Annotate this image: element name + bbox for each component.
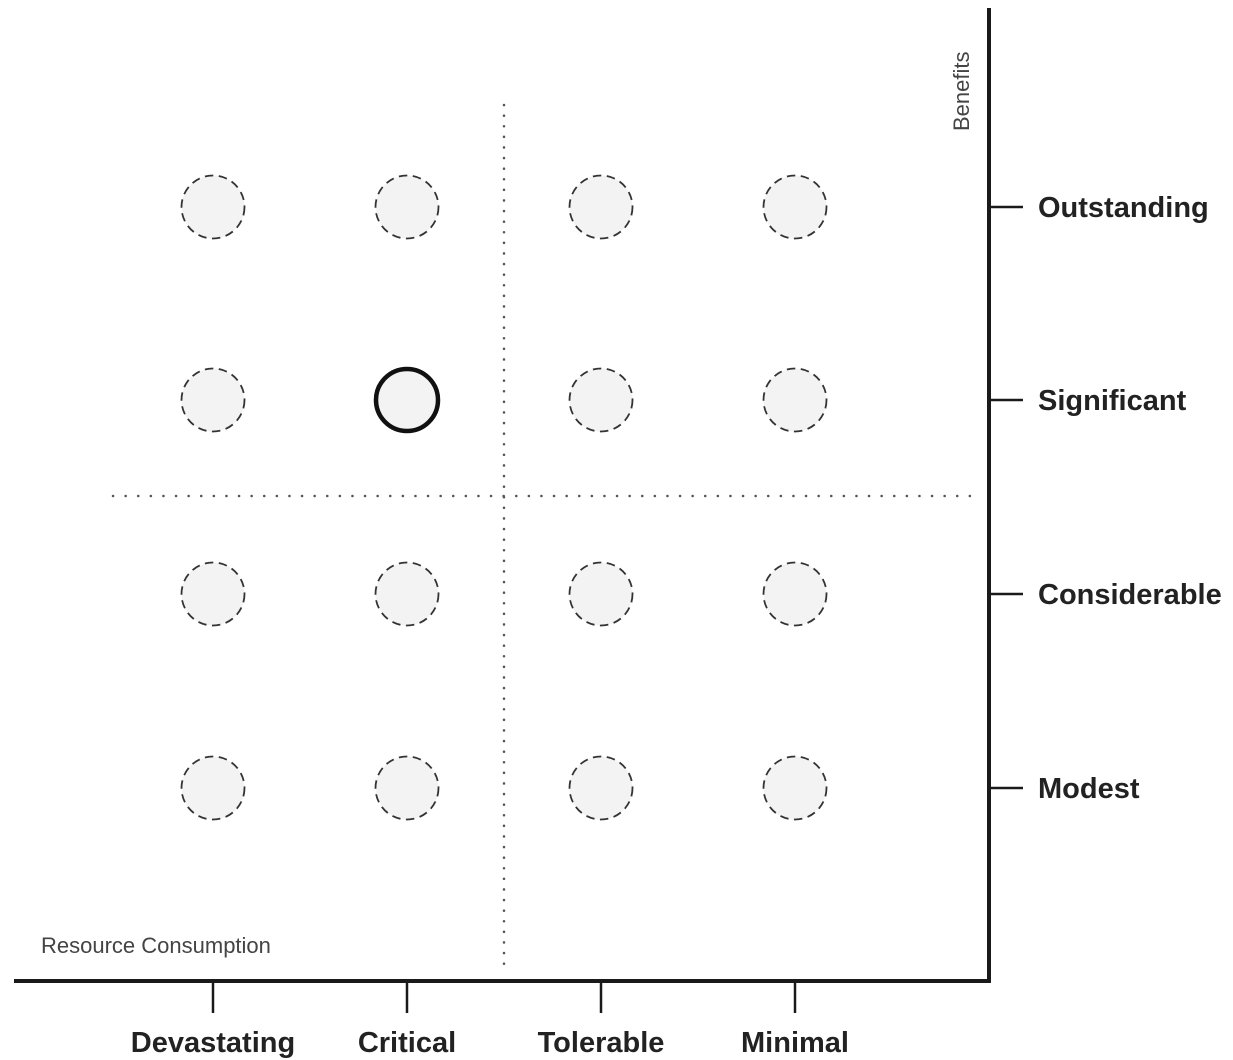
- x-tick-label-critical: Critical: [358, 1027, 456, 1059]
- point-tolerable-outstanding[interactable]: [568, 174, 634, 240]
- y-ticks-layer: Outstanding Significant Considerable Modest: [989, 192, 1222, 805]
- y-tick-label-considerable: Considerable: [1038, 579, 1222, 611]
- y-tick-label-outstanding: Outstanding: [1038, 192, 1209, 224]
- point-critical-outstanding[interactable]: [374, 174, 440, 240]
- point-tolerable-modest[interactable]: [568, 755, 634, 821]
- point-devastating-significant[interactable]: [180, 367, 246, 433]
- x-tick-label-tolerable: Tolerable: [538, 1027, 665, 1059]
- x-ticks-layer: Devastating Critical Tolerable Minimal: [131, 981, 849, 1059]
- point-minimal-modest[interactable]: [762, 755, 828, 821]
- point-critical-modest[interactable]: [374, 755, 440, 821]
- selected-point-critical-significant[interactable]: [373, 366, 441, 434]
- point-devastating-considerable[interactable]: [180, 561, 246, 627]
- y-tick-label-significant: Significant: [1038, 385, 1187, 417]
- x-axis-title: Resource Consumption: [41, 933, 271, 958]
- point-devastating-outstanding[interactable]: [180, 174, 246, 240]
- x-tick-label-minimal: Minimal: [741, 1027, 849, 1059]
- point-critical-considerable[interactable]: [374, 561, 440, 627]
- point-minimal-significant[interactable]: [762, 367, 828, 433]
- y-axis-title: Benefits: [949, 52, 974, 132]
- point-tolerable-considerable[interactable]: [568, 561, 634, 627]
- point-tolerable-significant[interactable]: [568, 367, 634, 433]
- point-minimal-considerable[interactable]: [762, 561, 828, 627]
- y-tick-label-modest: Modest: [1038, 773, 1140, 805]
- x-tick-label-devastating: Devastating: [131, 1027, 295, 1059]
- point-devastating-modest[interactable]: [180, 755, 246, 821]
- points-layer: [180, 174, 828, 821]
- point-minimal-outstanding[interactable]: [762, 174, 828, 240]
